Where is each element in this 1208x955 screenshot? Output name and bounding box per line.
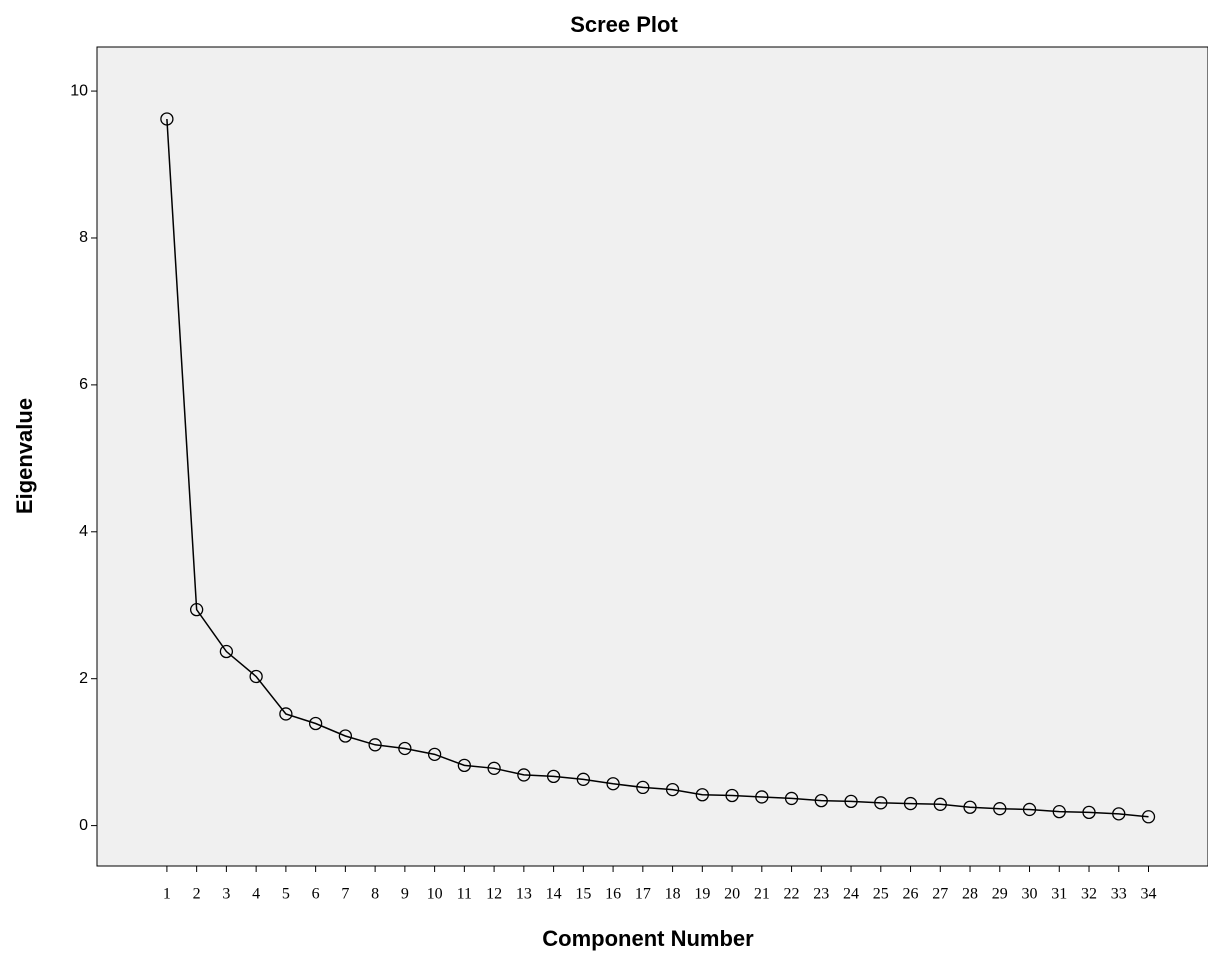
x-tick-label: 23: [813, 886, 829, 903]
x-tick-label: 25: [873, 886, 889, 903]
x-tick-label: 17: [635, 886, 651, 903]
x-tick-label: 3: [222, 886, 230, 903]
x-tick-label: 16: [605, 886, 621, 903]
x-tick-label: 21: [754, 886, 770, 903]
x-tick-label: 14: [546, 886, 562, 903]
x-tick-label: 26: [903, 886, 919, 903]
x-tick-label: 32: [1081, 886, 1097, 903]
y-tick-label: 2: [79, 670, 88, 687]
x-tick-label: 15: [575, 886, 591, 903]
x-tick-label: 29: [992, 886, 1008, 903]
x-tick-label: 34: [1141, 886, 1157, 903]
x-tick-label: 20: [724, 886, 740, 903]
x-tick-label: 8: [371, 886, 379, 903]
x-tick-label: 11: [457, 886, 472, 903]
x-tick-label: 31: [1051, 886, 1067, 903]
x-tick-label: 27: [932, 886, 948, 903]
x-tick-label: 7: [341, 886, 349, 903]
y-axis-label: Eigenvalue: [12, 398, 37, 514]
x-tick-label: 9: [401, 886, 409, 903]
y-tick-label: 6: [79, 376, 88, 393]
chart: Scree Plot Component Number Eigenvalue 0…: [0, 0, 1208, 955]
x-tick-label: 1: [163, 886, 171, 903]
x-tick-label: 12: [486, 886, 502, 903]
x-tick-label: 22: [784, 886, 800, 903]
x-tick-label: 6: [312, 886, 320, 903]
x-tick-label: 33: [1111, 886, 1127, 903]
x-tick-label: 30: [1022, 886, 1038, 903]
y-tick-label: 0: [79, 817, 88, 834]
y-tick-label: 8: [79, 229, 88, 246]
x-tick-label: 5: [282, 886, 290, 903]
x-tick-label: 19: [694, 886, 710, 903]
x-tick-label: 10: [427, 886, 443, 903]
x-tick-label: 28: [962, 886, 978, 903]
plot-area: [97, 47, 1208, 866]
x-tick-label: 18: [665, 886, 681, 903]
y-tick-label: 10: [70, 82, 88, 99]
x-tick-label: 4: [252, 886, 260, 903]
chart-title: Scree Plot: [570, 12, 678, 37]
x-tick-label: 2: [193, 886, 201, 903]
x-axis-label: Component Number: [542, 926, 754, 951]
x-tick-label: 24: [843, 886, 859, 903]
x-tick-label: 13: [516, 886, 532, 903]
y-tick-label: 4: [79, 523, 88, 540]
